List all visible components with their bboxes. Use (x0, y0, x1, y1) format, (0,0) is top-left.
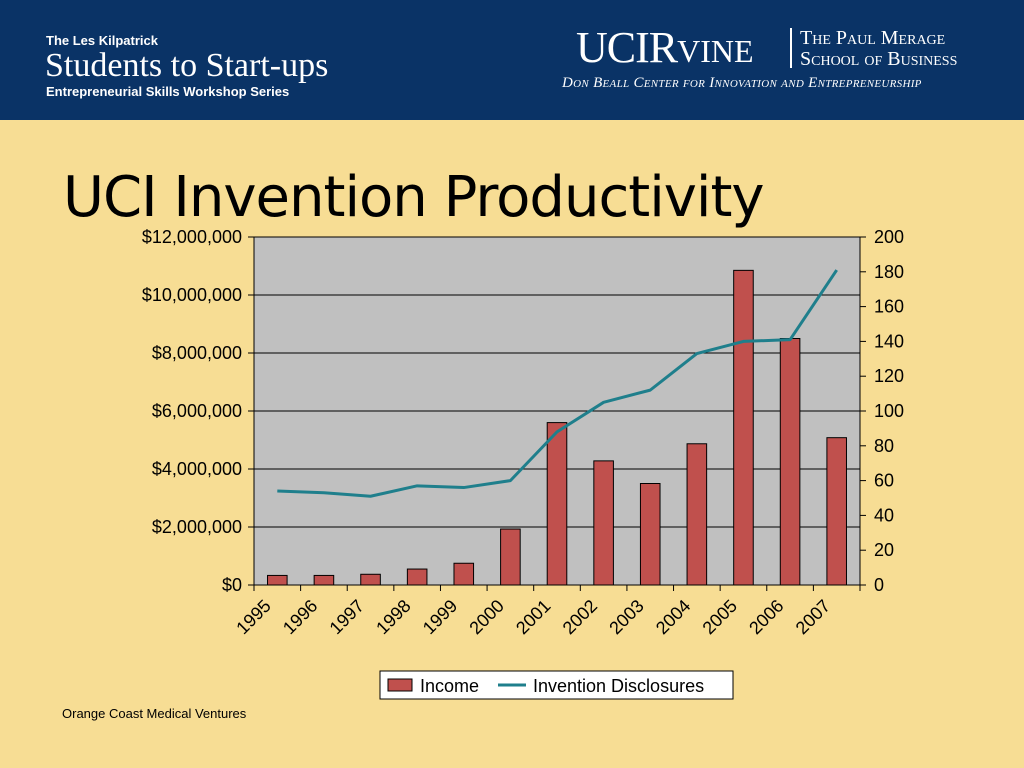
x-tick-label: 1997 (326, 596, 368, 638)
bar-income (313, 574, 335, 586)
center-name: Don Beall Center for Innovation and Entr… (562, 75, 922, 91)
uci-irvine-logo: UCIRVINE (576, 25, 754, 74)
x-tick-label: 2007 (792, 596, 834, 638)
bar-income (500, 528, 521, 586)
legend-label-invention-disclosures: Invention Disclosures (533, 676, 704, 696)
bar-income (546, 422, 568, 586)
x-tick-label: 1995 (232, 596, 274, 638)
y-right-tick-label: 180 (874, 262, 904, 282)
y-left-tick-label: $8,000,000 (152, 343, 242, 363)
bar-income (267, 574, 288, 586)
logo-divider (790, 28, 792, 68)
logo-r-text: R (648, 23, 678, 72)
x-tick-label: 1998 (372, 596, 414, 638)
bar-income (453, 562, 475, 586)
y-right-tick-label: 0 (874, 575, 884, 595)
y-right-tick-label: 100 (874, 401, 904, 421)
x-tick-label: 1999 (419, 596, 461, 638)
y-right-tick-label: 40 (874, 505, 894, 525)
series-title: Students to Start-ups (45, 47, 329, 84)
y-right-tick-label: 120 (874, 366, 904, 386)
y-right-tick-label: 20 (874, 540, 894, 560)
y-left-tick-label: $6,000,000 (152, 401, 242, 421)
y-right-tick-label: 60 (874, 471, 894, 491)
bar-income (686, 443, 708, 586)
x-tick-label: 2004 (652, 596, 694, 638)
school-line-1: The Paul Merage (800, 27, 946, 49)
x-tick-label: 2000 (465, 596, 507, 638)
y-left-tick-label: $12,000,000 (142, 227, 242, 247)
chart-legend (379, 670, 734, 700)
y-left-tick-label: $4,000,000 (152, 459, 242, 479)
y-right-tick-label: 160 (874, 297, 904, 317)
header-banner: The Les Kilpatrick Students to Start-ups… (0, 0, 1024, 120)
x-tick-label: 2003 (605, 596, 647, 638)
y-right-tick-label: 200 (874, 227, 904, 247)
x-tick-label: 1996 (279, 596, 321, 638)
bar-income (639, 483, 661, 586)
slide-title: UCI Invention Productivity (63, 165, 765, 230)
x-tick-label: 2005 (699, 596, 741, 638)
bar-income (593, 460, 614, 586)
y-left-tick-label: $2,000,000 (152, 517, 242, 537)
logo-uci-text: UCI (576, 23, 650, 72)
legend-label-income: Income (420, 676, 479, 696)
y-right-tick-label: 80 (874, 436, 894, 456)
x-tick-label: 2001 (512, 596, 554, 638)
y-left-tick-label: $0 (222, 575, 242, 595)
x-tick-label: 2006 (745, 596, 787, 638)
slide-footer: Orange Coast Medical Ventures (62, 706, 247, 721)
y-left-tick-label: $10,000,000 (142, 285, 242, 305)
bar-income (779, 338, 801, 586)
y-right-tick-label: 140 (874, 331, 904, 351)
logo-vine-text: VINE (677, 33, 754, 69)
x-tick-label: 2002 (559, 596, 601, 638)
bar-income (360, 573, 381, 586)
series-subtitle: Entrepreneurial Skills Workshop Series (46, 84, 290, 99)
school-line-2: School of Business (800, 48, 958, 70)
bar-income (826, 437, 847, 586)
bar-income (406, 568, 428, 586)
legend-swatch-income (387, 678, 413, 692)
series-kicker: The Les Kilpatrick (46, 33, 158, 48)
bar-income (733, 269, 754, 586)
